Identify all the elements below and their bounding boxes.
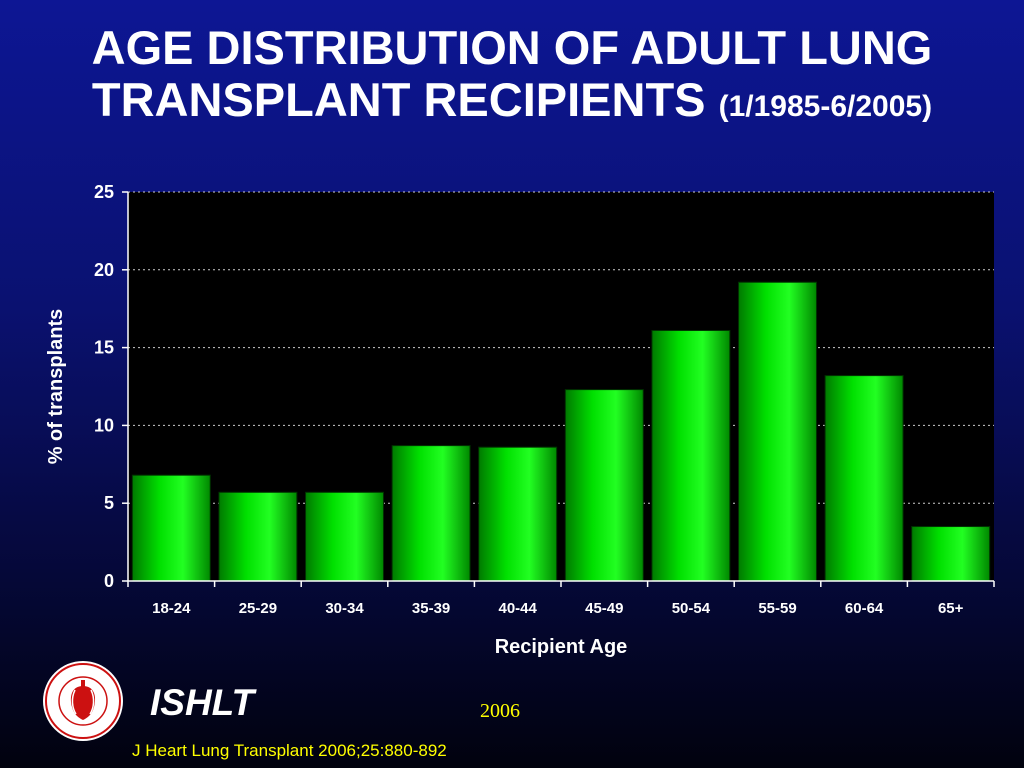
bar-18-24 [131,474,211,582]
y-tick-label: 15 [94,338,114,358]
bar-30-34 [305,491,384,582]
bar-45-49 [564,389,644,582]
x-tick-label: 18-24 [152,600,191,617]
x-tick-label: 30-34 [325,600,364,617]
citation: J Heart Lung Transplant 2006;25:880-892 [132,741,447,760]
y-tick-label: 25 [94,182,114,202]
bar-25-29 [218,491,298,582]
x-tick-label: 45-49 [585,600,623,617]
x-axis-label: Recipient Age [495,636,628,658]
y-tick-label: 0 [104,571,114,591]
title-line-1: AGE DISTRIBUTION OF ADULT LUNG [91,21,933,74]
bar-35-39 [391,445,471,582]
x-tick-label: 40-44 [499,600,538,617]
x-tick-label: 35-39 [412,600,450,617]
y-tick-label: 10 [94,415,114,435]
bar-55-59 [738,281,817,582]
x-tick-label: 65+ [938,600,964,617]
bar-40-44 [478,446,558,582]
bar-65+ [911,526,991,582]
slide-title: AGE DISTRIBUTION OF ADULT LUNG TRANSPLAN… [0,22,1024,133]
y-tick-label: 5 [104,493,114,513]
x-tick-label: 25-29 [239,600,277,617]
x-tick-label: 60-64 [845,600,884,617]
y-tick-label: 20 [94,260,114,280]
bar-60-64 [824,375,904,582]
x-tick-label: 55-59 [758,600,796,617]
x-tick-label: 50-54 [672,600,711,617]
report-year: 2006 [480,700,520,722]
title-date-range: (1/1985-6/2005) [718,90,933,123]
ishlt-logo [43,661,123,741]
y-axis-label: % of transplants [45,309,67,465]
ishlt-brand: ISHLT [150,682,255,723]
bar-50-54 [651,329,731,582]
title-line-2: TRANSPLANT RECIPIENTS [91,73,706,126]
